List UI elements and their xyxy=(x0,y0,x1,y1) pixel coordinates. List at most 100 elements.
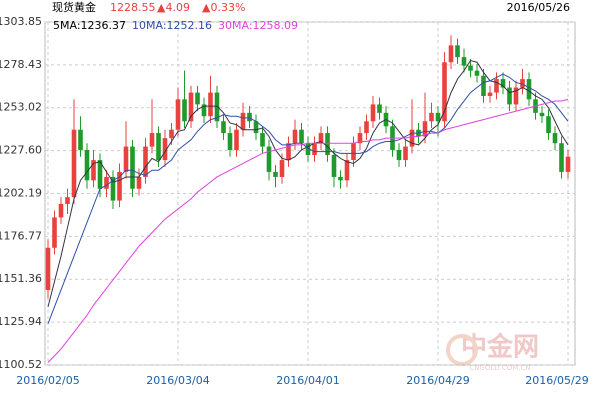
candle-body xyxy=(422,121,428,137)
candle-body xyxy=(403,146,408,161)
candle-body xyxy=(364,121,369,134)
candle-body xyxy=(312,143,317,156)
legend-entry: 30MA:1258.09 xyxy=(218,19,298,32)
candle-body xyxy=(487,92,493,96)
x-tick-label: 2016/05/29 xyxy=(525,374,588,387)
legend-entry: 5MA:1236.37 xyxy=(53,19,126,32)
x-tick-label: 2016/04/01 xyxy=(276,374,339,387)
candle-body xyxy=(65,197,70,204)
candle-body xyxy=(273,171,278,177)
watermark-logo xyxy=(446,334,478,366)
candle-body xyxy=(156,133,161,161)
y-tick-label: 1253.02 xyxy=(0,101,42,114)
candle-body xyxy=(546,116,551,134)
x-tick-label: 2016/04/29 xyxy=(406,374,469,387)
candle-body xyxy=(305,143,311,156)
candle-body xyxy=(182,99,187,122)
candle-body xyxy=(52,217,57,248)
ma-line xyxy=(47,98,569,363)
candle-body xyxy=(58,203,64,218)
candle-body xyxy=(565,156,571,172)
ma-line xyxy=(47,59,569,307)
candle-body xyxy=(45,247,51,290)
candle-body xyxy=(117,171,122,201)
y-tick-label: 1151.36 xyxy=(0,272,42,285)
candle-body xyxy=(481,75,486,96)
price: 1228.55 xyxy=(110,1,156,14)
candle-body xyxy=(552,133,558,144)
chart-title: 现货黄金 xyxy=(52,0,96,14)
candle-body xyxy=(214,92,220,122)
candle-body xyxy=(344,160,350,181)
change: ▲4.09 xyxy=(157,1,190,14)
y-tick-label: 1176.77 xyxy=(0,229,42,242)
candle-body xyxy=(455,45,460,58)
x-tick-label: 2016/03/04 xyxy=(146,374,209,387)
change-pct: ▲0.33% xyxy=(202,1,245,14)
candle-body xyxy=(409,129,415,147)
candle-body xyxy=(104,176,109,189)
candle-body xyxy=(169,129,174,139)
candle-body xyxy=(130,146,135,189)
candle-body xyxy=(513,87,519,105)
candle-body xyxy=(507,87,512,105)
date: 2016/05/26 xyxy=(507,1,570,14)
candle-body xyxy=(266,146,272,172)
candle-body xyxy=(396,149,402,161)
candle-body xyxy=(143,146,148,177)
candle-body xyxy=(123,146,129,172)
candle-body xyxy=(175,99,181,130)
candle-body xyxy=(201,104,207,117)
candle-body xyxy=(539,112,545,117)
candle-body xyxy=(78,129,83,150)
candle-body xyxy=(110,176,116,201)
ma-line xyxy=(47,73,569,324)
candle-body xyxy=(357,133,363,144)
candle-body xyxy=(260,133,265,147)
y-tick-label: 1278.43 xyxy=(0,58,42,71)
candle-body xyxy=(91,160,96,181)
y-tick-label: 1227.60 xyxy=(0,144,42,157)
candle-body xyxy=(559,143,564,172)
legend-entry: 10MA:1252.16 xyxy=(132,19,212,32)
candle-body xyxy=(377,104,382,113)
candle-body xyxy=(494,79,499,93)
y-tick-label: 1303.85 xyxy=(0,15,42,28)
candle-body xyxy=(325,133,330,156)
candle-body xyxy=(149,133,155,147)
candle-body xyxy=(240,112,246,130)
candle-body xyxy=(474,70,480,76)
candle-body xyxy=(500,79,506,88)
candle-body xyxy=(442,62,447,122)
candle-body xyxy=(370,104,376,122)
y-tick-label: 1202.19 xyxy=(0,186,42,199)
candle-body xyxy=(84,149,90,181)
candle-body xyxy=(247,112,252,122)
candle-body xyxy=(234,129,239,150)
candle-body xyxy=(338,176,343,181)
candle-body xyxy=(162,138,168,161)
candle-body xyxy=(286,143,291,161)
candle-body xyxy=(520,79,525,88)
candle-body xyxy=(97,160,103,189)
candle-body xyxy=(461,57,467,66)
watermark-url: CNGOLD.COM.CN xyxy=(469,364,530,372)
candle-body xyxy=(331,155,337,177)
candle-body xyxy=(221,121,226,134)
candle-body xyxy=(299,129,304,144)
candle-body xyxy=(136,176,142,189)
candle-body xyxy=(468,65,473,71)
candle-body xyxy=(227,133,233,150)
candle-body xyxy=(435,112,441,122)
candle-body xyxy=(448,45,454,63)
candle-body xyxy=(526,79,532,100)
candle-body xyxy=(279,160,285,177)
x-tick-label: 2016/02/05 xyxy=(16,374,79,387)
candle-body xyxy=(429,112,434,122)
candle-body xyxy=(208,92,213,117)
candle-body xyxy=(292,129,298,144)
candle-body xyxy=(195,92,200,105)
candle-body xyxy=(318,133,324,144)
candle-body xyxy=(253,121,259,134)
